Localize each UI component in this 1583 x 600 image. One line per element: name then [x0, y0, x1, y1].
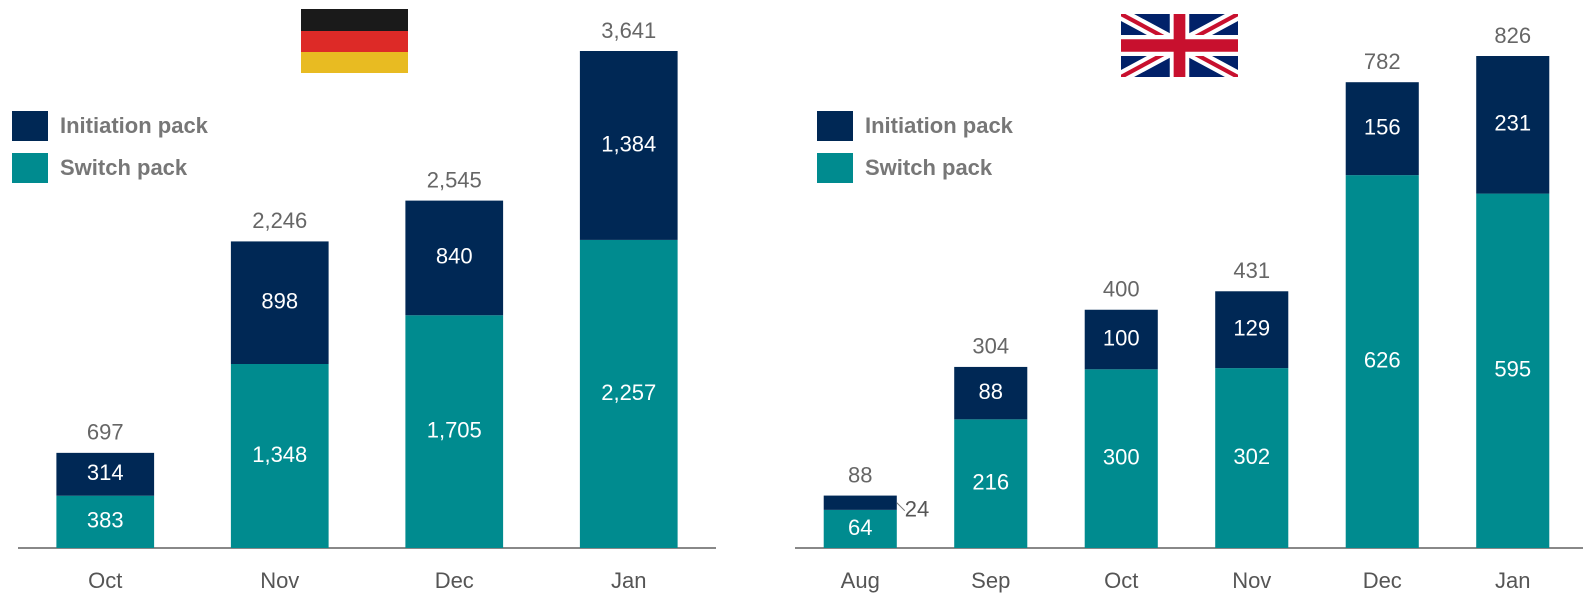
- bar-segment: [1084, 309, 1158, 370]
- x-tick-label: Oct: [1104, 568, 1138, 593]
- legend-label: Initiation pack: [60, 113, 209, 138]
- segment-label: 898: [261, 289, 298, 314]
- bar-segment: [1215, 291, 1289, 369]
- total-label: 304: [972, 334, 1009, 359]
- legend-swatch: [12, 111, 48, 141]
- segment-label: 231: [1494, 111, 1531, 136]
- total-label: 3,641: [601, 18, 656, 43]
- x-tick-label: Nov: [260, 568, 299, 593]
- legend-swatch: [817, 153, 853, 183]
- bar-segment: [1476, 56, 1550, 194]
- total-label: 2,545: [427, 167, 482, 192]
- uk-flag-art: [1121, 14, 1238, 77]
- legend-label: Initiation pack: [865, 113, 1014, 138]
- segment-label: 100: [1103, 325, 1140, 350]
- bar-segment: [823, 509, 897, 548]
- segment-label: 156: [1364, 114, 1401, 139]
- bar-segment: [405, 200, 504, 316]
- segment-label: 129: [1233, 316, 1270, 341]
- uk-flag: [1121, 14, 1238, 77]
- bar-segment: [1084, 369, 1158, 548]
- segment-label: 24: [905, 497, 929, 522]
- segment-label: 840: [436, 244, 473, 269]
- legend-swatch: [817, 111, 853, 141]
- segment-label: 2,257: [601, 380, 656, 405]
- bar-segment: [230, 241, 329, 364]
- total-label: 88: [848, 462, 872, 487]
- bar-segment: [1345, 82, 1419, 176]
- leader-line: [896, 502, 906, 512]
- flag-stripe: [301, 52, 408, 73]
- bar-segment: [823, 495, 897, 510]
- segment-label: 302: [1233, 444, 1270, 469]
- total-label: 400: [1103, 277, 1140, 302]
- segment-label: 64: [848, 515, 872, 540]
- bar-segment: [230, 363, 329, 548]
- flag-stripe: [301, 9, 408, 31]
- x-tick-label: Jan: [611, 568, 646, 593]
- x-tick-label: Aug: [841, 568, 880, 593]
- segment-label: 1,384: [601, 131, 656, 156]
- bar-segment: [954, 366, 1028, 420]
- flag-stripe: [301, 31, 408, 52]
- germany-flag: [301, 9, 408, 73]
- segment-label: 88: [979, 379, 1003, 404]
- segment-label: 383: [87, 508, 124, 533]
- bar-segment: [579, 239, 678, 548]
- x-tick-label: Oct: [88, 568, 122, 593]
- total-label: 826: [1494, 23, 1531, 48]
- total-label: 697: [87, 420, 124, 445]
- total-label: 2,246: [252, 208, 307, 233]
- bar-segment: [954, 419, 1028, 548]
- x-tick-label: Nov: [1232, 568, 1271, 593]
- bar-segment: [405, 315, 504, 548]
- legend-swatch: [12, 153, 48, 183]
- bar-segment: [1345, 175, 1419, 548]
- bar-segment: [56, 452, 155, 496]
- segment-label: 314: [87, 460, 124, 485]
- total-label: 782: [1364, 49, 1401, 74]
- x-tick-label: Dec: [435, 568, 474, 593]
- x-tick-label: Dec: [1363, 568, 1402, 593]
- bar-segment: [1476, 193, 1550, 549]
- segment-label: 626: [1364, 347, 1401, 372]
- x-tick-label: Jan: [1495, 568, 1530, 593]
- segment-label: 300: [1103, 444, 1140, 469]
- segment-label: 1,348: [252, 442, 307, 467]
- segment-label: 595: [1494, 357, 1531, 382]
- bar-segment: [579, 51, 678, 240]
- legend-label: Switch pack: [865, 155, 993, 180]
- legend-label: Switch pack: [60, 155, 188, 180]
- bar-segment: [1215, 368, 1289, 548]
- segment-label: 1,705: [427, 417, 482, 442]
- bar-segment: [56, 495, 155, 548]
- total-label: 431: [1233, 258, 1270, 283]
- segment-label: 216: [972, 469, 1009, 494]
- x-tick-label: Sep: [971, 568, 1010, 593]
